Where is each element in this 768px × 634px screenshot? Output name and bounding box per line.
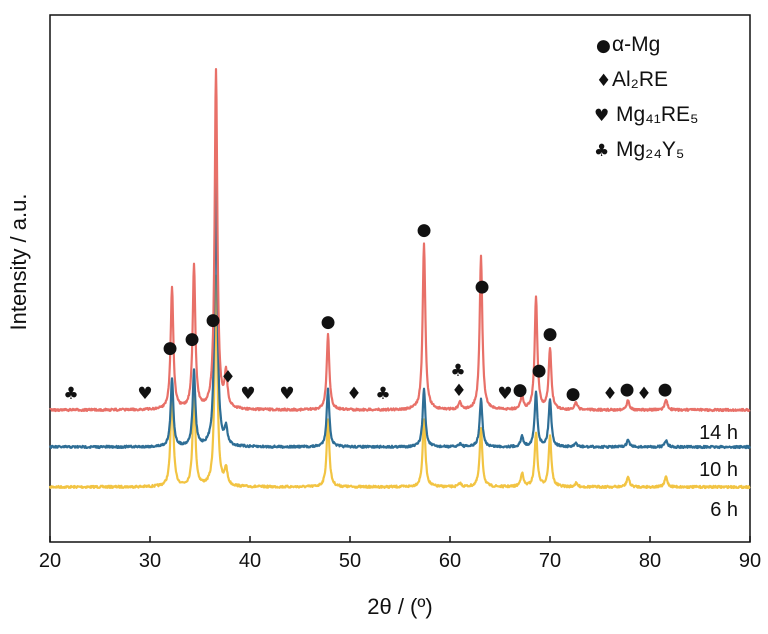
legend-symbol-club-icon: ♣ — [594, 141, 609, 161]
series-label: 14 h — [699, 422, 738, 444]
series-labels: 14 h 10 h 6 h — [699, 422, 738, 521]
legend-label-alpha-mg: α-Mg — [612, 33, 660, 56]
legend-symbol-circle-icon: ● — [596, 36, 611, 56]
phase-marker-icon: ● — [321, 312, 336, 332]
phase-marker-icon: ♦ — [602, 384, 617, 404]
phase-marker-icon: ● — [417, 220, 432, 240]
phase-marker-icon: ● — [513, 380, 528, 400]
legend-symbol-heart-icon: ♥ — [594, 106, 609, 126]
phase-marker-icon: ● — [206, 310, 221, 330]
phase-marker-icon: ♦ — [451, 381, 466, 401]
x-tick-label: 80 — [639, 550, 661, 572]
phase-marker-icon: ♥ — [137, 384, 152, 404]
legend-label-mg41re5: Mg₄₁RE₅ — [616, 103, 698, 126]
phase-marker-icon: ♣ — [63, 384, 78, 404]
x-axis-ticks: 20 30 40 50 60 70 80 90 — [39, 536, 761, 572]
y-axis-title: Intensity / a.u. — [6, 194, 31, 331]
legend: ● α-Mg ♦ Al₂RE ♥ Mg₄₁RE₅ ♣ Mg₂₄Y₅ — [594, 33, 698, 161]
phase-marker-icon: ♣ — [375, 384, 390, 404]
phase-marker-icon: ♥ — [240, 384, 255, 404]
series-line-6h — [48, 274, 751, 490]
x-tick-label: 90 — [739, 550, 761, 572]
x-tick-label: 70 — [539, 550, 561, 572]
plot-frame — [49, 14, 751, 543]
phase-marker-icon: ● — [620, 380, 635, 400]
phase-marker-icon: ♥ — [497, 384, 512, 404]
legend-label-mg24y5: Mg₂₄Y₅ — [616, 138, 684, 161]
phase-marker-icon: ♥ — [279, 384, 294, 404]
phase-marker-icon: ● — [475, 277, 490, 297]
x-tick-label: 20 — [39, 550, 61, 572]
phase-markers: ●● ●●●●●●● ● ● ●♦♦ ♦ ♦ ♦♥ ♥ ♥ ♥♣ ♣♣ — [63, 220, 672, 404]
phase-marker-icon: ♦ — [636, 384, 651, 404]
phase-marker-icon: ● — [566, 384, 581, 404]
phase-marker-icon: ● — [185, 329, 200, 349]
phase-marker-icon: ♦ — [220, 367, 235, 387]
series-label: 10 h — [699, 459, 738, 481]
x-tick-label: 50 — [339, 550, 361, 572]
phase-marker-icon: ♦ — [346, 384, 361, 404]
x-tick-label: 30 — [139, 550, 161, 572]
x-axis-title: 2θ / (º) — [367, 594, 433, 619]
phase-marker-icon: ● — [163, 338, 178, 358]
series-line-14h — [49, 68, 751, 413]
x-tick-label: 40 — [239, 550, 261, 572]
series-group — [48, 68, 751, 490]
phase-marker-icon: ♣ — [450, 361, 465, 381]
phase-marker-icon: ● — [532, 361, 547, 381]
series-label: 6 h — [710, 499, 738, 521]
series-line-10h — [49, 170, 751, 450]
legend-label-al2re: Al₂RE — [612, 68, 668, 91]
phase-marker-icon: ● — [658, 380, 673, 400]
legend-symbol-diamond-icon: ♦ — [596, 71, 611, 91]
phase-marker-icon: ● — [543, 324, 558, 344]
x-tick-label: 60 — [439, 550, 461, 572]
